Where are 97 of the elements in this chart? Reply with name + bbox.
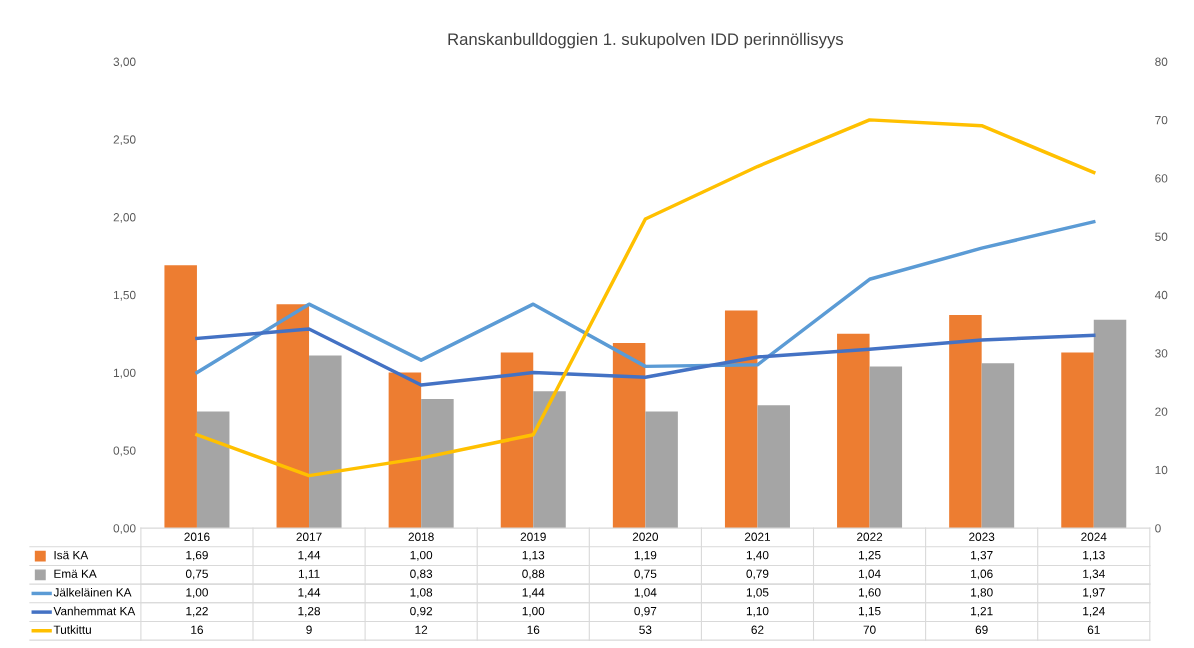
bar <box>869 366 903 529</box>
y2-tick-label: 30 <box>1155 349 1168 358</box>
y-tick-label: 2,00 <box>113 213 136 223</box>
data-label: 16 <box>527 625 540 634</box>
bar <box>949 315 982 529</box>
x-tick-label: 2016 <box>184 532 210 541</box>
y-tick-label: 2,50 <box>113 135 136 146</box>
bar <box>837 333 870 529</box>
data-label: 1,10 <box>746 606 769 617</box>
data-label: 1,24 <box>1083 606 1105 617</box>
bar <box>276 304 310 529</box>
data-label: 0,92 <box>410 606 433 617</box>
x-tick-label: 2022 <box>857 532 883 541</box>
data-label: 1,80 <box>971 588 993 598</box>
y-tick-label: 1,00 <box>113 368 136 379</box>
bar <box>612 343 646 529</box>
x-tick-label: 2020 <box>632 532 659 541</box>
chart-title: Ranskanbulldoggien 1. sukupolven IDD perinnöllisyys <box>448 32 844 49</box>
bar <box>500 352 534 529</box>
data-label: 1,44 <box>298 588 321 598</box>
y-tick-label: 0,50 <box>113 446 136 457</box>
data-label: 1,21 <box>971 606 993 617</box>
y2-tick-label: 20 <box>1155 407 1168 416</box>
data-label: 0,79 <box>746 569 769 580</box>
data-label: 0,83 <box>410 569 433 580</box>
data-label: 1,40 <box>746 550 769 561</box>
bar <box>421 399 454 529</box>
data-label: 1,15 <box>858 607 881 617</box>
y-tick-label: 3,00 <box>113 57 136 68</box>
x-tick-label: 2019 <box>520 532 546 541</box>
legend-label: Vanhemmat KA <box>53 606 136 616</box>
data-label: 1,05 <box>746 588 769 598</box>
y2-tick-label: 10 <box>1155 465 1168 475</box>
data-label: 1,60 <box>858 588 881 598</box>
data-label: 1,44 <box>298 551 321 561</box>
bar <box>981 363 1015 529</box>
data-label: 1,00 <box>186 588 208 598</box>
data-label: 1,97 <box>1083 588 1105 598</box>
data-label: 1,44 <box>522 588 545 598</box>
line-series <box>195 118 1096 478</box>
data-label: 1,69 <box>186 550 208 561</box>
data-label: 12 <box>415 625 428 634</box>
bar <box>388 372 422 529</box>
data-label: 1,00 <box>522 606 545 617</box>
bar <box>1061 352 1094 529</box>
x-tick-label: 2023 <box>969 532 995 541</box>
data-label: 1,08 <box>410 588 433 598</box>
legend-label: Jälkeläinen KA <box>53 587 132 597</box>
bar <box>757 405 790 529</box>
y2-tick-label: 0 <box>1155 524 1161 533</box>
data-label: 16 <box>191 625 203 634</box>
y2-tick-label: 70 <box>1155 115 1168 125</box>
data-label: 1,13 <box>522 550 545 561</box>
bar <box>1093 319 1127 529</box>
data-label: 1,22 <box>186 606 208 617</box>
y2-tick-label: 60 <box>1155 174 1168 183</box>
x-tick-label: 2024 <box>1081 532 1107 541</box>
y2-tick-label: 80 <box>1155 57 1168 66</box>
legend-label: Isä KA <box>54 551 89 560</box>
line-series <box>195 327 1096 387</box>
data-label: 69 <box>975 625 988 634</box>
bar <box>196 411 230 529</box>
data-label: 0,75 <box>634 569 657 580</box>
data-label: 1,19 <box>634 550 657 561</box>
data-label: 62 <box>751 625 764 634</box>
data-label: 1,34 <box>1083 569 1105 580</box>
data-label: 70 <box>863 625 876 634</box>
data-label: 1,28 <box>298 606 321 617</box>
data-label: 1,11 <box>298 569 320 580</box>
legend-label: Emä KA <box>54 569 97 578</box>
data-label: 1,06 <box>971 569 993 580</box>
x-tick-label: 2021 <box>744 532 771 541</box>
x-tick-label: 2018 <box>408 532 434 541</box>
data-label: 1,04 <box>634 588 657 598</box>
data-label: 61 <box>1087 625 1100 634</box>
bar <box>164 265 197 529</box>
legend-label: Tutkittu <box>53 625 91 634</box>
data-label: 1,04 <box>858 569 881 580</box>
y-tick-label: 1,50 <box>113 290 136 301</box>
y2-tick-label: 40 <box>1154 290 1168 300</box>
bar <box>533 391 566 529</box>
y2-tick-label: 50 <box>1155 232 1168 241</box>
bar <box>645 411 678 529</box>
data-label: 9 <box>306 625 312 634</box>
y-tick-label: 0,00 <box>113 524 136 534</box>
x-tick-label: 2017 <box>296 532 322 541</box>
data-label: 0,97 <box>634 606 657 617</box>
bar <box>724 310 758 529</box>
data-label: 0,75 <box>185 569 208 580</box>
data-label: 1,25 <box>858 550 881 561</box>
data-label: 1,37 <box>971 550 993 561</box>
data-label: 0,88 <box>522 569 545 580</box>
data-label: 1,13 <box>1083 550 1105 561</box>
data-label: 53 <box>639 625 652 634</box>
data-label: 1,00 <box>410 550 433 561</box>
bar <box>309 355 342 529</box>
line-series <box>195 220 1096 375</box>
